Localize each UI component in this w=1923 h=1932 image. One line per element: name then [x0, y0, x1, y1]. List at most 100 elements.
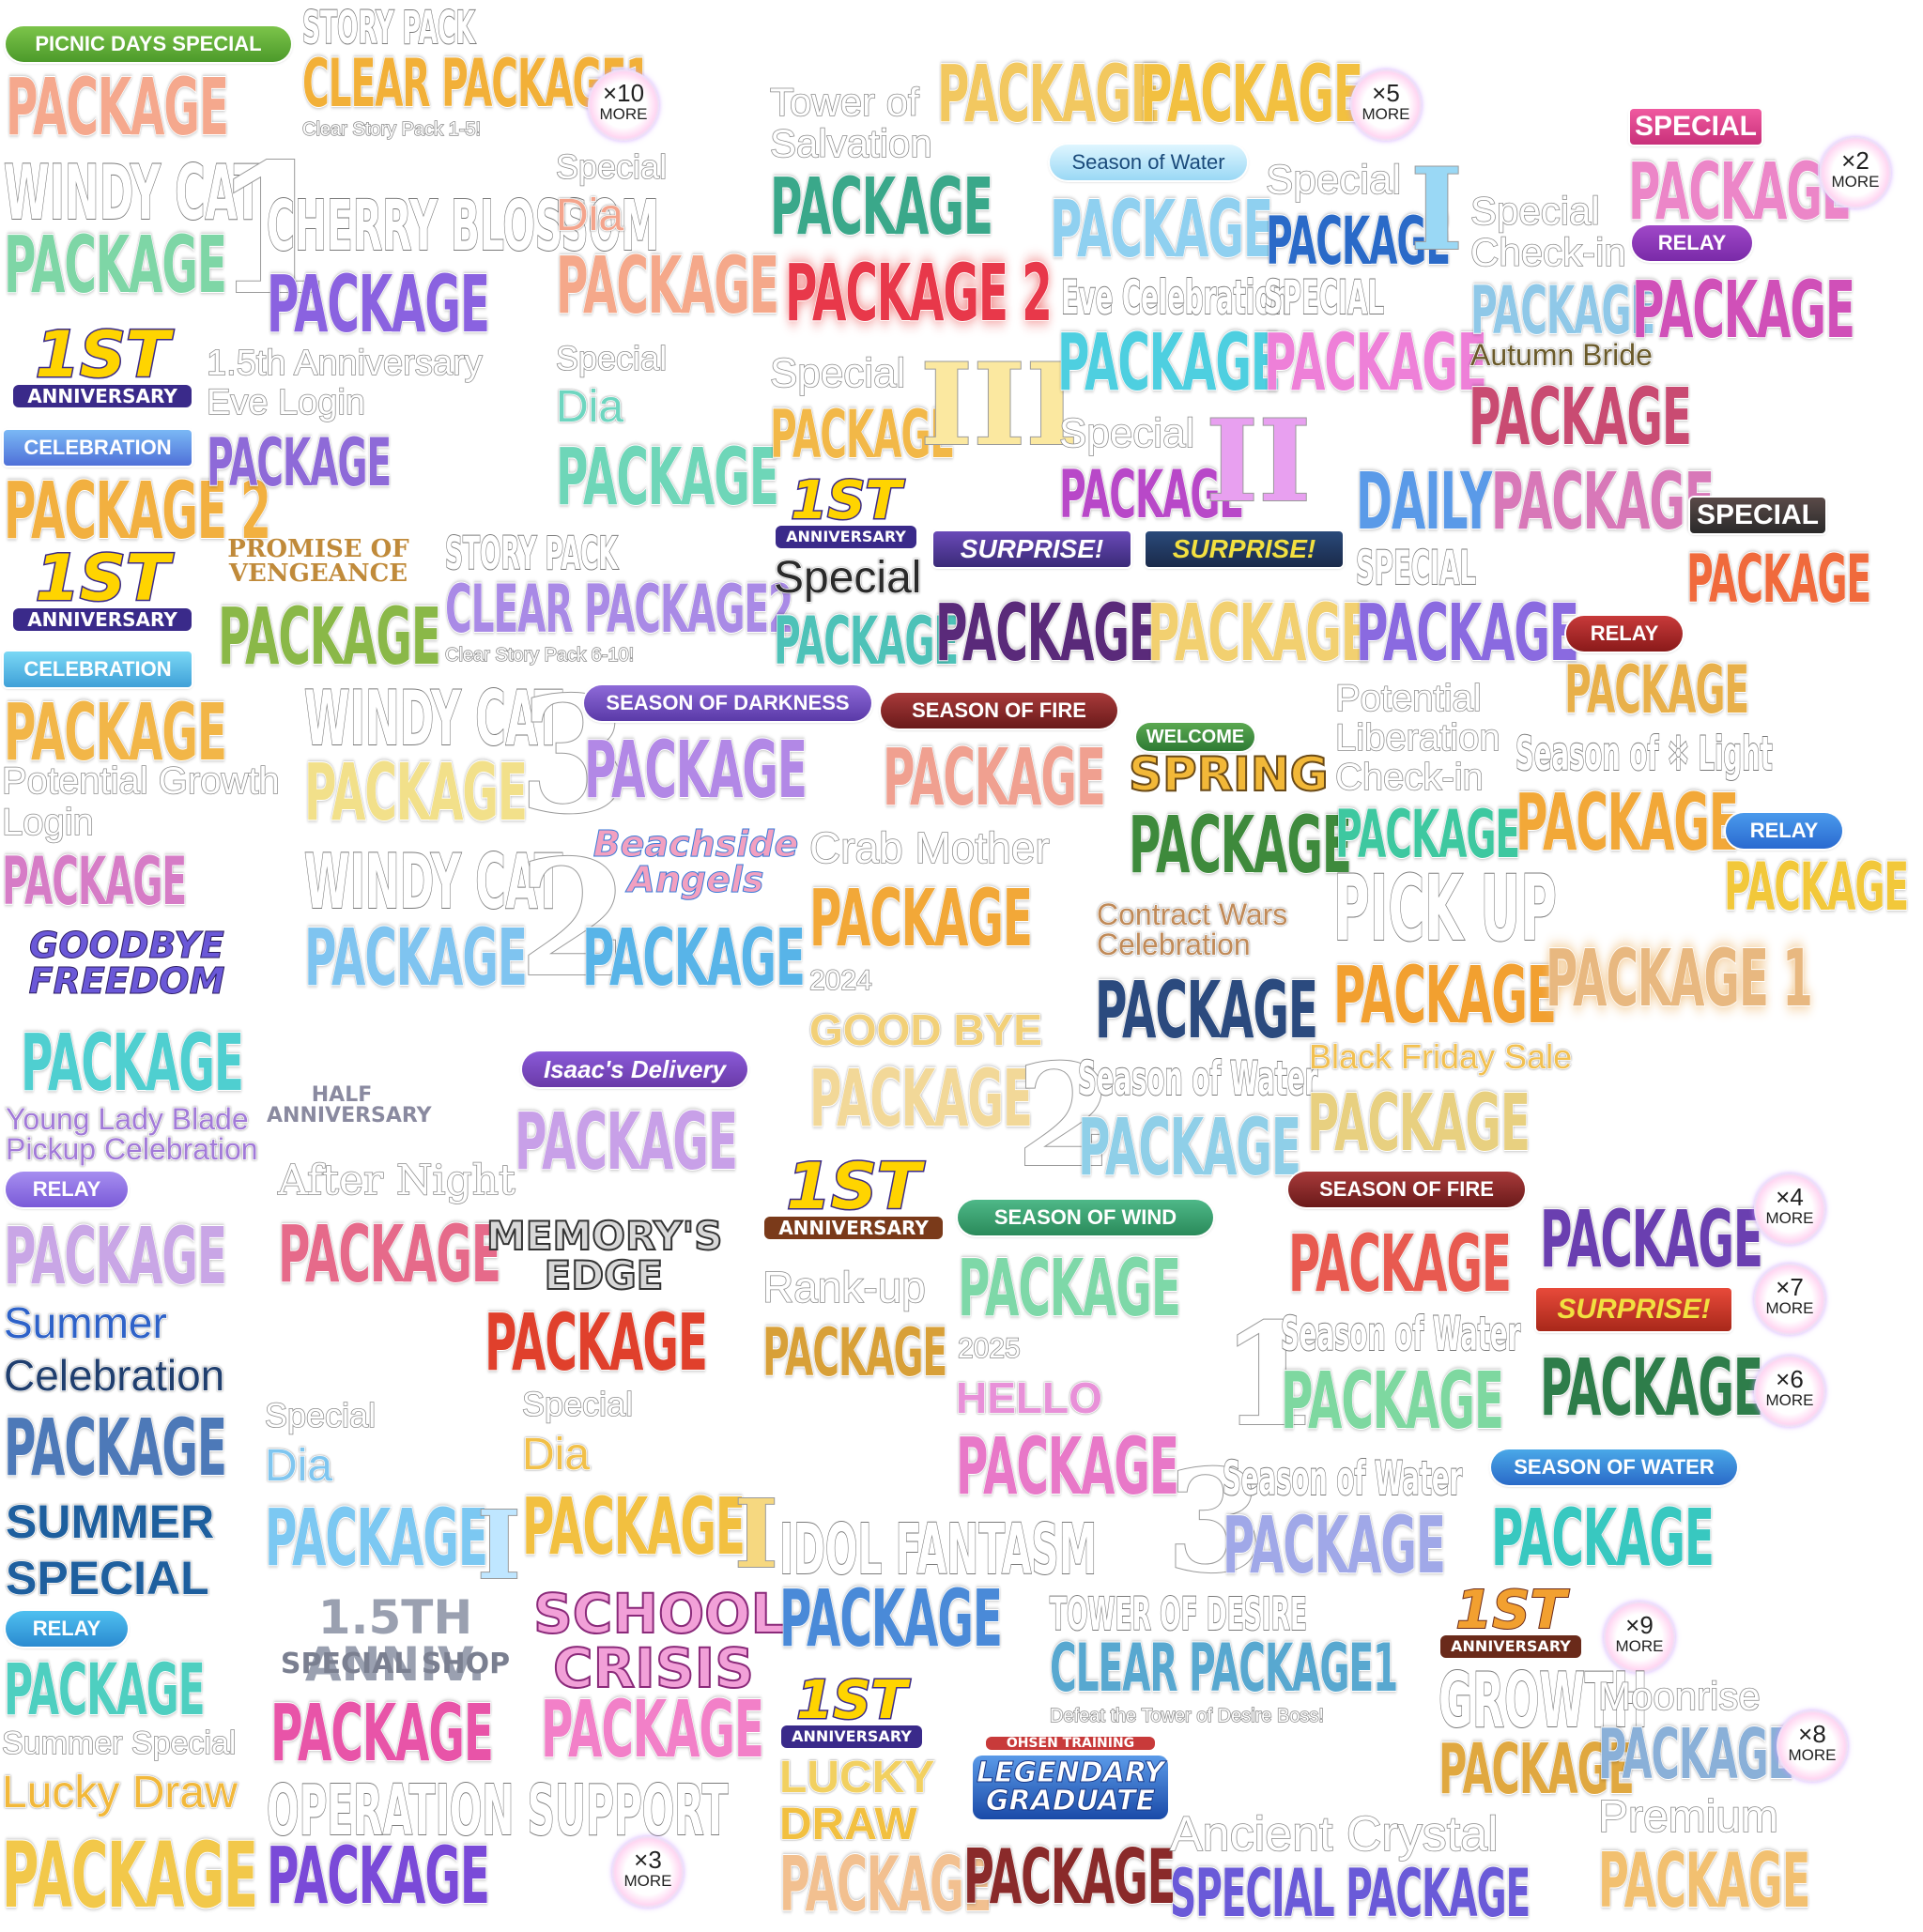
more-label: MORE — [623, 1872, 672, 1890]
more-badge: ×2 MORE — [1820, 137, 1891, 208]
picnic-days-special-badge: PICNIC DAYS SPECIAL — [6, 26, 291, 62]
package-title: PACKAGE — [1146, 587, 1371, 679]
more-label: MORE — [1831, 173, 1880, 191]
more-label: MORE — [1615, 1637, 1664, 1655]
anniversary-eve-label: 1.5th Anniversary — [206, 344, 483, 383]
after-night-label: After Night — [277, 1157, 515, 1204]
package-title: PACKAGE — [778, 1572, 1003, 1664]
more-badge: ×10 MORE — [588, 69, 659, 141]
summer-label: Summer — [3, 1298, 167, 1347]
package-title: PACKAGE — [266, 258, 490, 350]
special-label: Special — [1265, 157, 1402, 203]
first-anniversary-logo: 1ST ANNIVERSARY — [13, 542, 192, 631]
package-title: PACKAGE — [1, 1823, 258, 1928]
growth-title: GROWTH — [1438, 1657, 1648, 1744]
celebration-label: Celebration — [1096, 928, 1251, 961]
more-count: ×10 — [602, 79, 645, 107]
special-label: Special — [521, 1385, 634, 1423]
package-title: PACKAGE — [3, 686, 227, 778]
package-title: PACKAGE — [1597, 1714, 1794, 1795]
summer-caps-label: SUMMER — [5, 1495, 215, 1548]
welcome-badge: WELCOME — [1136, 723, 1254, 751]
story-pack-label: STORY PACK — [301, 2, 475, 54]
black-friday-label: Black Friday Sale — [1308, 1037, 1573, 1076]
package-title: PACKAGE — [1723, 849, 1909, 926]
package-title: PACKAGE — [1306, 1077, 1531, 1169]
anniversary-label: ANNIVERSARY — [776, 526, 916, 548]
premium-label: Premium — [1597, 1792, 1779, 1842]
package-title: PACKAGE — [808, 1052, 1033, 1144]
package-title: PACKAGE — [264, 1492, 488, 1584]
package-title: PACKAGE — [1280, 1355, 1504, 1447]
relay-badge: RELAY — [1632, 225, 1752, 261]
package-title: PACKAGE — [1539, 1342, 1763, 1434]
anniversary-label: ANNIVERSARY — [1440, 1635, 1581, 1658]
more-label: MORE — [1788, 1746, 1837, 1764]
special-package-title: SPECIAL PACKAGE — [1169, 1855, 1531, 1932]
dia-label: Dia — [555, 382, 624, 432]
numeral-one: 1 — [1220, 1293, 1319, 1458]
package-title: PACKAGE — [217, 590, 441, 682]
package-title: PACKAGE — [955, 1420, 1179, 1512]
more-label: MORE — [1361, 105, 1410, 123]
numeral-two: 2 — [517, 825, 630, 1013]
special-label: Special — [773, 553, 922, 603]
package-title: PACKAGE — [3, 219, 227, 311]
package-title: PACKAGE — [936, 48, 1161, 140]
numeral-roman-one: I — [733, 1479, 779, 1589]
package-title: PACKAGE — [1490, 455, 1715, 547]
more-count: ×6 — [1776, 1365, 1804, 1393]
relay-badge: RELAY — [1726, 813, 1842, 849]
package-title: PACKAGE — [1469, 272, 1655, 349]
more-badge: ×7 MORE — [1754, 1264, 1825, 1335]
celebration-badge: CELEBRATION — [4, 430, 192, 466]
surprise-badge: SURPRISE! — [933, 531, 1131, 567]
crab-mother-label: Crab Mother — [808, 823, 1050, 872]
special-badge: SPECIAL — [1690, 498, 1825, 533]
windy-cat-title: WINDY CAT — [303, 838, 563, 926]
package-title: PACKAGE — [1056, 316, 1281, 408]
anniversary-label: ANNIVERSARY — [13, 385, 192, 407]
dia-label: Dia — [264, 1441, 333, 1491]
season-of-light-title: Season of ✲ Light — [1515, 727, 1773, 781]
package-title: PACKAGE — [3, 1210, 227, 1302]
more-label: MORE — [599, 105, 648, 123]
dia-label: Dia — [555, 191, 624, 240]
numeral-three: 3 — [1165, 1439, 1265, 1604]
first-anniversary-logo: 1ST ANNIVERSARY — [776, 473, 916, 548]
draw-label: DRAW — [778, 1800, 917, 1849]
dia-label: Dia — [521, 1430, 591, 1480]
special-label: Special — [769, 350, 906, 396]
package-title: PACKAGE — [778, 1841, 992, 1928]
package-title: PACKAGE — [540, 1683, 764, 1775]
package-title: PACKAGE — [3, 1648, 206, 1731]
clear-story-pack-subtitle: Clear Story Pack 6-10! — [444, 645, 635, 666]
pick-up-title: PICK UP — [1332, 856, 1557, 961]
numeral-roman-two: II — [1205, 395, 1312, 528]
spring-logo: SPRING — [1128, 747, 1330, 802]
eve-celebration-title: Eve Celebration — [1060, 270, 1291, 325]
package-2-title: PACKAGE 2 — [784, 247, 1053, 339]
package-title: PACKAGE — [1468, 371, 1692, 463]
package-title: PACKAGE — [1334, 796, 1520, 873]
season-of-wind-badge: SEASON OF WIND — [958, 1200, 1213, 1235]
promise-of-vengeance-logo: PROMISE OF VENGEANCE — [227, 535, 409, 588]
windy-cat-title: WINDY CAT — [3, 149, 263, 237]
anniversary-number: 1ST — [34, 542, 171, 616]
package-title: PACKAGE — [957, 1242, 1181, 1334]
package-title: PACKAGE — [762, 1314, 947, 1391]
special-label: Special — [1058, 410, 1195, 456]
season-of-water-title: Season of Water — [1077, 1051, 1318, 1106]
more-label: MORE — [1765, 1209, 1814, 1227]
package-title: PACKAGE — [1563, 652, 1749, 728]
package-title: PACKAGE — [3, 1402, 227, 1494]
anniversary-number: 1ST — [785, 1150, 922, 1224]
season-of-fire-badge: SEASON OF FIRE — [881, 693, 1117, 728]
idol-fantasm-title: IDOL FANTASM — [778, 1510, 1098, 1590]
numeral-roman-three: III — [919, 339, 1079, 471]
package-title: PACKAGE — [1139, 48, 1363, 140]
ancient-crystal-label: Ancient Crystal — [1169, 1807, 1499, 1862]
package-title: PACKAGE — [20, 1017, 244, 1109]
package-title: PACKAGE — [1077, 1101, 1301, 1193]
package-title: PACKAGE — [769, 396, 955, 473]
